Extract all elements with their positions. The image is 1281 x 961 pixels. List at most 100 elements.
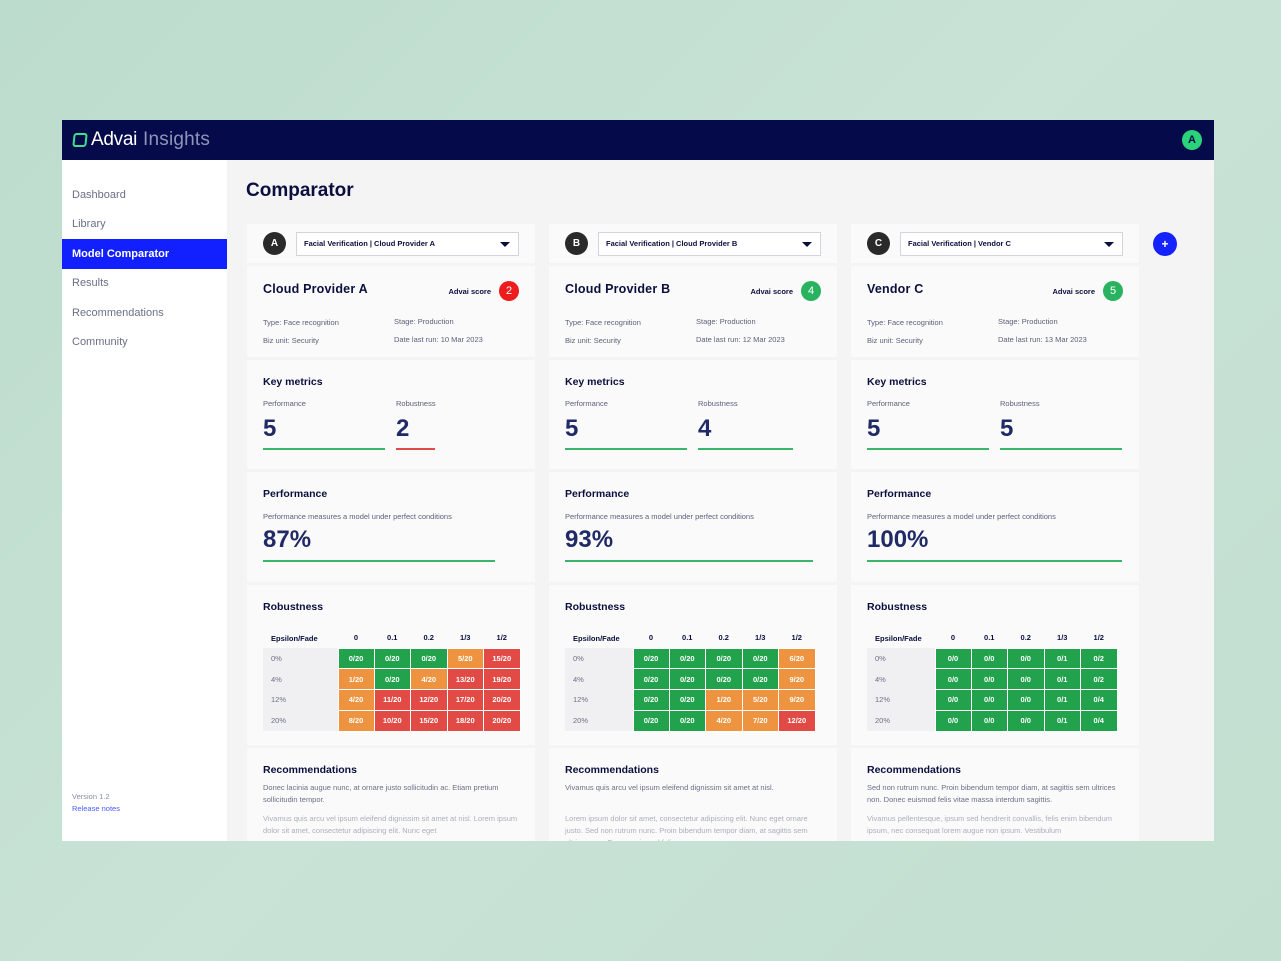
robustness-row: 20% 8/20 10/20 15/20 18/20 20/20 — [263, 709, 521, 732]
robustness-cell: 0/20 — [705, 647, 743, 670]
top-bar: Advai Insights A — [62, 120, 1214, 160]
robustness-cell: 0/0 — [970, 709, 1008, 732]
app-window: Advai Insights A Dashboard Library Model C… — [62, 120, 1214, 841]
robustness-metric-value: 2 — [396, 415, 410, 442]
robustness-cell: 0/20 — [741, 647, 779, 670]
robustness-cell: 19/20 — [483, 668, 521, 691]
robustness-cell: 8/20 — [337, 709, 375, 732]
robustness-cell: 20/20 — [483, 689, 521, 711]
epsilon-fade-header: Epsilon/Fade — [573, 633, 620, 643]
model-type: Type: Face recognition — [565, 318, 641, 327]
robustness-row-label: 20% — [565, 710, 633, 732]
sidebar-item-model-comparator[interactable]: Model Comparator — [62, 239, 227, 269]
model-selector-card: C Facial Verification | Vendor C — [851, 224, 1139, 263]
robustness-cell: 0/20 — [741, 668, 779, 691]
advai-score-label: Advai score — [750, 287, 793, 296]
robustness-cell: 0/20 — [705, 668, 743, 691]
sidebar-item-community[interactable]: Community — [72, 336, 128, 349]
performance-card: Performance Performance measures a model … — [549, 472, 837, 582]
robustness-row: 0% 0/0 0/0 0/0 0/1 0/2 — [867, 647, 1118, 670]
robustness-col-header: 1/3 — [1057, 633, 1068, 643]
version-label: Version 1.2 — [72, 792, 110, 801]
model-select-dropdown[interactable]: Facial Verification | Vendor C — [900, 231, 1123, 256]
model-select-dropdown[interactable]: Facial Verification | Cloud Provider A — [296, 231, 519, 256]
robustness-cell: 4/20 — [705, 709, 743, 732]
performance-description: Performance measures a model under perfe… — [263, 512, 452, 521]
sidebar: Dashboard Library Model Comparator Results R… — [62, 160, 227, 841]
robustness-title: Robustness — [867, 601, 928, 613]
robustness-cell: 0/0 — [1007, 647, 1045, 670]
brand-name: Advai — [91, 129, 138, 150]
robustness-cell: 0/0 — [970, 668, 1008, 691]
robustness-card: Robustness Epsilon/Fade 0 0.1 0.2 1/3 1/2 0% 0/0… — [851, 585, 1139, 745]
sidebar-nav: Dashboard Library Model Comparator Results R… — [62, 180, 227, 357]
performance-metric-value: 5 — [867, 415, 881, 442]
robustness-row: 4% 0/20 0/20 0/20 0/20 9/20 — [565, 668, 816, 691]
robustness-table: Epsilon/Fade 0 0.1 0.2 1/3 1/2 0% 0/0 0/0 0/0 0/1 0… — [867, 628, 1118, 732]
recommendation-text: Sed non rutrum nunc. Proin bibendum temp… — [867, 783, 1116, 804]
sidebar-item-recommendations[interactable]: Recommendations — [72, 306, 164, 319]
key-metrics-card: Key metrics Performance Robustness 5 2 — [247, 360, 535, 469]
model-date-last-run: Date last run: 10 Mar 2023 — [394, 335, 483, 344]
model-select-dropdown[interactable]: Facial Verification | Cloud Provider B — [598, 231, 821, 256]
robustness-cell: 9/20 — [778, 689, 816, 711]
recommendations-title: Recommendations — [263, 764, 357, 776]
robustness-cell: 11/20 — [373, 689, 411, 711]
robustness-cell: 0/4 — [1080, 709, 1118, 732]
performance-description: Performance measures a model under perfe… — [565, 512, 754, 521]
performance-metric-value: 5 — [565, 415, 579, 442]
release-notes-link[interactable]: Release notes — [72, 804, 120, 813]
sidebar-item-library[interactable]: Library — [72, 218, 106, 231]
recommendations-card: Recommendations Sed non rutrum nunc. Proi… — [851, 748, 1139, 841]
robustness-row: 12% 0/20 0/20 1/20 5/20 9/20 — [565, 689, 816, 711]
robustness-cell: 0/20 — [632, 668, 670, 691]
robustness-col-header: 0.1 — [387, 633, 398, 643]
advai-score-badge: 4 — [801, 281, 821, 301]
column-letter-badge: A — [263, 232, 286, 255]
provider-name: Vendor C — [867, 282, 924, 296]
model-info-card: Cloud Provider A Advai score 2 Type: Face r… — [247, 266, 535, 357]
robustness-cell: 0/20 — [632, 647, 670, 670]
main-content: Comparator + A Facial Verification | Clou… — [227, 160, 1214, 841]
performance-metric-bar — [867, 448, 989, 450]
robustness-cell: 9/20 — [778, 668, 816, 691]
robustness-cell: 6/20 — [778, 647, 816, 670]
comparison-column-c: C Facial Verification | Vendor C Vendor C A… — [851, 224, 1139, 841]
robustness-cell: 0/0 — [970, 647, 1008, 670]
advai-score-label: Advai score — [448, 287, 491, 296]
performance-bar — [263, 560, 495, 562]
add-comparison-button[interactable]: + — [1153, 232, 1177, 256]
robustness-cell: 0/0 — [934, 647, 972, 670]
robustness-cell: 12/20 — [410, 689, 448, 711]
performance-metric-bar — [565, 448, 687, 450]
robustness-cell: 0/0 — [1007, 709, 1045, 732]
model-biz-unit: Biz unit: Security — [263, 336, 319, 345]
performance-description: Performance measures a model under perfe… — [867, 512, 1056, 521]
robustness-col-header: 0.1 — [984, 633, 995, 643]
model-select-value: Facial Verification | Cloud Provider B — [606, 239, 738, 248]
chevron-down-icon — [1104, 241, 1114, 247]
sidebar-item-results[interactable]: Results — [72, 277, 109, 290]
model-selector-card: B Facial Verification | Cloud Provider B — [549, 224, 837, 263]
robustness-cell: 0/20 — [632, 709, 670, 732]
performance-metric-value: 5 — [263, 415, 277, 442]
robustness-row-label: 12% — [565, 689, 633, 711]
sidebar-item-dashboard[interactable]: Dashboard — [72, 188, 126, 201]
robustness-cell: 0/1 — [1043, 709, 1081, 732]
performance-percentage: 93% — [565, 526, 614, 553]
page-title: Comparator — [246, 180, 354, 201]
key-metrics-title: Key metrics — [263, 376, 323, 388]
robustness-col-header: 1/2 — [1093, 633, 1104, 643]
robustness-title: Robustness — [565, 601, 626, 613]
robustness-cell: 15/20 — [483, 647, 521, 670]
recommendation-text: Vivamus pellentesque, ipsum sed hendreri… — [867, 814, 1112, 835]
advai-score-badge: 5 — [1103, 281, 1123, 301]
robustness-col-header: 1/2 — [791, 633, 802, 643]
key-metrics-card: Key metrics Performance Robustness 5 4 — [549, 360, 837, 469]
robustness-cell: 0/20 — [373, 647, 411, 670]
robustness-row-label: 0% — [867, 648, 935, 669]
user-avatar[interactable]: A — [1182, 130, 1202, 150]
performance-title: Performance — [867, 488, 932, 500]
robustness-cell: 18/20 — [446, 709, 484, 732]
model-stage: Stage: Production — [696, 317, 756, 326]
